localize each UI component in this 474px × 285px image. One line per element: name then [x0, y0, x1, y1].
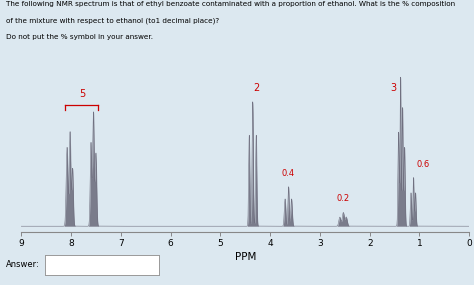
Text: of the mixture with respect to ethanol (to1 decimal place)?: of the mixture with respect to ethanol (…	[6, 17, 219, 24]
Text: 0.2: 0.2	[337, 194, 350, 203]
Text: Do not put the % symbol in your answer.: Do not put the % symbol in your answer.	[6, 34, 153, 40]
X-axis label: PPM: PPM	[235, 253, 256, 262]
Text: 2: 2	[253, 83, 259, 93]
Text: Answer:: Answer:	[6, 260, 39, 269]
Text: 0.4: 0.4	[282, 169, 295, 178]
Text: The following NMR spectrum is that of ethyl benzoate contaminated with a proport: The following NMR spectrum is that of et…	[6, 1, 455, 7]
Text: 3: 3	[391, 83, 397, 93]
Text: 5: 5	[79, 89, 85, 99]
Text: 0.6: 0.6	[416, 160, 429, 168]
